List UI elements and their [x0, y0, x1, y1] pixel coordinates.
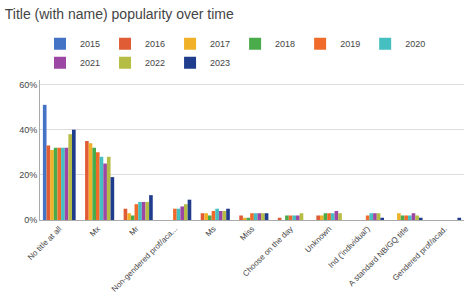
svg-text:Gendered prof/acad.: Gendered prof/acad. — [391, 224, 449, 282]
svg-text:Ms: Ms — [204, 224, 218, 238]
svg-text:2019: 2019 — [340, 39, 360, 49]
svg-text:Ind ('individual'): Ind ('individual') — [327, 224, 373, 270]
svg-text:Unknown: Unknown — [303, 224, 333, 254]
svg-text:40%: 40% — [19, 125, 37, 135]
svg-text:A standard NB/GQ title: A standard NB/GQ title — [347, 224, 411, 288]
svg-text:No title at all: No title at all — [26, 224, 64, 262]
svg-text:20%: 20% — [19, 170, 37, 180]
svg-text:Title (with name) popularity o: Title (with name) popularity over time — [5, 6, 234, 22]
svg-text:0%: 0% — [24, 215, 37, 225]
svg-text:Non-gendered prof/aca...: Non-gendered prof/aca... — [110, 224, 179, 293]
svg-text:2017: 2017 — [210, 39, 230, 49]
svg-text:2016: 2016 — [145, 39, 165, 49]
svg-text:2022: 2022 — [145, 58, 165, 68]
svg-text:2015: 2015 — [80, 39, 100, 49]
svg-text:60%: 60% — [19, 80, 37, 90]
svg-text:Mx: Mx — [88, 224, 102, 238]
svg-text:2020: 2020 — [405, 39, 425, 49]
svg-text:Miss: Miss — [238, 224, 256, 242]
svg-text:2021: 2021 — [80, 58, 100, 68]
svg-text:2018: 2018 — [275, 39, 295, 49]
svg-text:Choose on the day: Choose on the day — [241, 224, 295, 278]
svg-text:2023: 2023 — [210, 58, 230, 68]
svg-text:Mr: Mr — [128, 224, 141, 237]
